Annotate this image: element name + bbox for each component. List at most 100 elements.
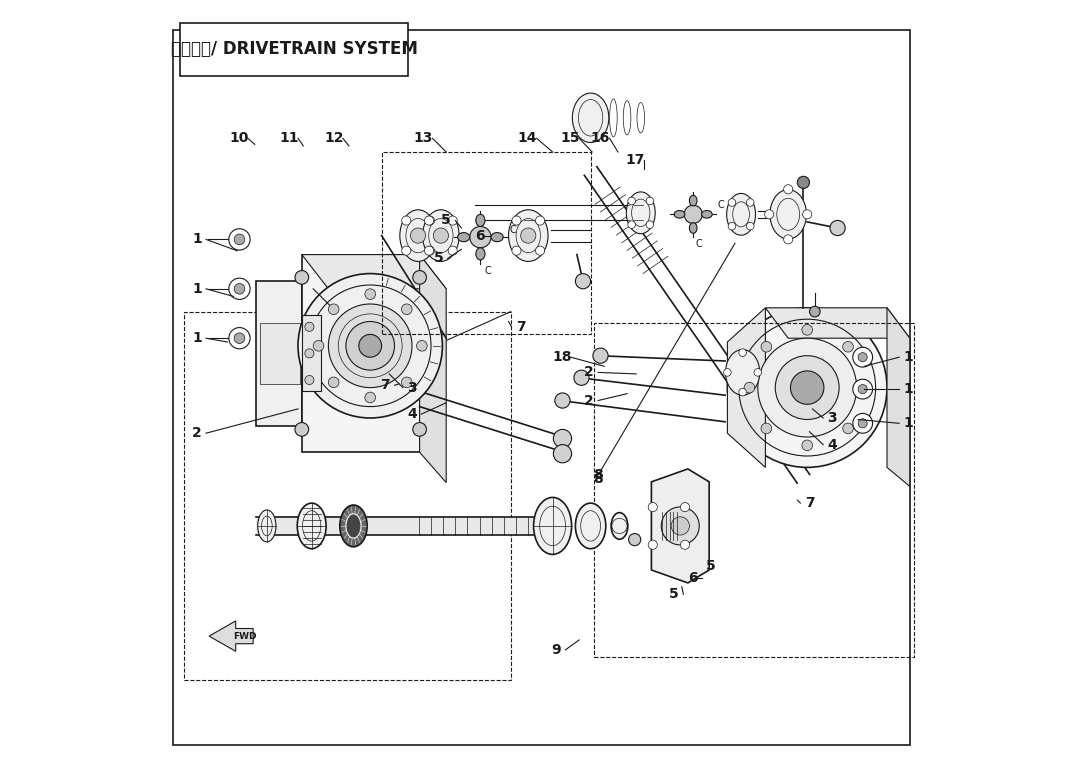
Circle shape [852, 413, 873, 433]
Circle shape [629, 534, 641, 546]
Circle shape [229, 278, 250, 299]
Text: 7: 7 [804, 496, 814, 510]
Text: 18: 18 [552, 350, 571, 364]
Ellipse shape [257, 510, 276, 542]
Circle shape [802, 325, 812, 335]
Bar [256, 517, 568, 535]
Ellipse shape [727, 194, 755, 236]
Circle shape [576, 274, 591, 289]
Circle shape [521, 228, 536, 243]
Ellipse shape [400, 210, 436, 261]
Circle shape [365, 392, 376, 403]
Text: 5: 5 [434, 252, 444, 265]
Circle shape [512, 216, 521, 225]
Text: 1: 1 [904, 382, 913, 396]
Text: 7: 7 [516, 320, 525, 334]
Text: 2: 2 [192, 426, 202, 440]
Circle shape [424, 216, 434, 225]
Circle shape [535, 216, 545, 225]
Ellipse shape [627, 192, 655, 234]
Circle shape [402, 246, 411, 255]
Ellipse shape [572, 93, 609, 143]
Circle shape [424, 246, 434, 255]
Ellipse shape [675, 211, 685, 218]
Ellipse shape [576, 503, 606, 549]
Circle shape [234, 333, 245, 344]
Text: C: C [509, 224, 516, 235]
Circle shape [555, 393, 570, 408]
Circle shape [852, 347, 873, 367]
Circle shape [728, 198, 736, 206]
Circle shape [843, 341, 853, 352]
Circle shape [328, 377, 339, 388]
Bar [302, 255, 420, 452]
Circle shape [554, 445, 571, 463]
Bar [302, 315, 320, 391]
Circle shape [413, 423, 426, 436]
Circle shape [448, 216, 458, 225]
Circle shape [229, 328, 250, 349]
Text: 8: 8 [593, 472, 603, 486]
Text: 16: 16 [591, 131, 610, 145]
Circle shape [434, 228, 448, 243]
Bar [382, 152, 591, 334]
Circle shape [747, 223, 754, 230]
Text: 1: 1 [192, 282, 202, 296]
Text: 14: 14 [518, 131, 537, 145]
Text: 13: 13 [414, 131, 433, 145]
Circle shape [680, 540, 690, 549]
Circle shape [858, 419, 868, 428]
Text: 4: 4 [408, 407, 416, 421]
Circle shape [649, 540, 657, 549]
Text: 2: 2 [584, 394, 594, 407]
Circle shape [305, 349, 314, 358]
Bar [180, 23, 408, 76]
Circle shape [860, 382, 870, 393]
Text: 17: 17 [625, 153, 644, 166]
Circle shape [535, 246, 545, 255]
Circle shape [843, 423, 853, 434]
Text: 5: 5 [441, 214, 451, 227]
Circle shape [858, 385, 868, 394]
Circle shape [359, 334, 382, 357]
Ellipse shape [702, 211, 712, 218]
Circle shape [234, 234, 245, 245]
Circle shape [646, 197, 654, 204]
Circle shape [593, 348, 608, 363]
Circle shape [401, 304, 412, 315]
Circle shape [425, 246, 435, 255]
Ellipse shape [611, 512, 628, 540]
Circle shape [784, 185, 792, 194]
Ellipse shape [490, 233, 504, 242]
Polygon shape [652, 469, 710, 583]
Circle shape [671, 517, 689, 535]
Circle shape [858, 353, 868, 362]
Circle shape [797, 176, 810, 188]
Text: 8: 8 [593, 468, 603, 482]
Circle shape [802, 440, 812, 451]
Text: C: C [717, 200, 724, 211]
Circle shape [573, 370, 589, 385]
Polygon shape [209, 621, 253, 651]
Text: 1: 1 [904, 416, 913, 430]
Text: 10: 10 [229, 131, 249, 145]
Text: 11: 11 [279, 131, 299, 145]
Text: 1: 1 [192, 233, 202, 246]
Circle shape [346, 321, 395, 370]
Circle shape [790, 371, 824, 404]
Ellipse shape [476, 214, 485, 226]
Circle shape [765, 210, 774, 219]
Circle shape [680, 502, 690, 511]
Text: 1: 1 [904, 350, 913, 364]
Ellipse shape [346, 514, 361, 538]
Circle shape [761, 341, 772, 352]
Ellipse shape [340, 505, 367, 547]
Circle shape [646, 221, 654, 229]
Circle shape [305, 375, 314, 385]
Circle shape [411, 228, 426, 243]
Ellipse shape [534, 498, 571, 555]
Circle shape [739, 388, 747, 396]
Text: 9: 9 [552, 643, 561, 657]
Text: C: C [485, 266, 492, 276]
Circle shape [739, 349, 747, 356]
